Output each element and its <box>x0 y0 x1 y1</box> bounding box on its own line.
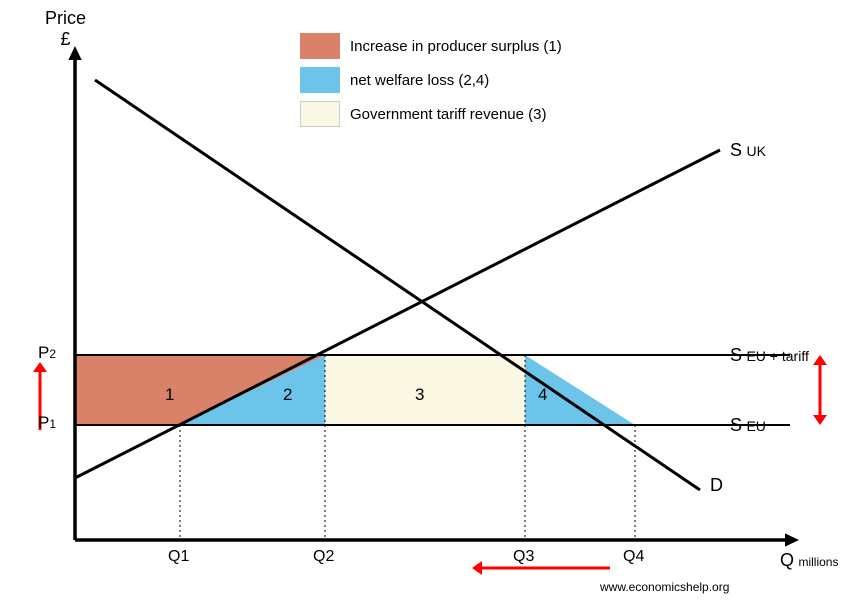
y-axis-title-line1: Price <box>45 8 86 29</box>
legend-swatch <box>300 67 340 93</box>
price-tick-p2: P2 <box>38 343 56 363</box>
legend: Increase in producer surplus (1) net welf… <box>300 33 562 135</box>
region-label-4: 4 <box>538 385 547 405</box>
y-axis-title-line2: £ <box>45 29 86 50</box>
region-label-2: 2 <box>283 385 292 405</box>
label-demand: D <box>710 475 723 496</box>
qty-tick-q3: Q3 <box>513 548 534 566</box>
legend-row: Increase in producer surplus (1) <box>300 33 562 59</box>
region-label-1: 1 <box>165 385 174 405</box>
label-s-eu: S EU <box>730 415 766 436</box>
qty-tick-q4: Q4 <box>623 548 644 566</box>
attribution: www.economicshelp.org <box>600 580 729 594</box>
x-axis-title: Q millions <box>780 550 838 571</box>
price-tick-p1-sub: 1 <box>49 417 56 431</box>
region-label-3: 3 <box>415 385 424 405</box>
legend-row: Government tariff revenue (3) <box>300 101 562 127</box>
legend-label: net welfare loss (2,4) <box>350 72 489 89</box>
label-s-uk: S UK <box>730 140 766 161</box>
x-axis-title-secondary: millions <box>798 555 838 569</box>
qty-tick-q1: Q1 <box>168 548 189 566</box>
y-axis-title: Price £ <box>45 8 86 50</box>
x-axis-title-primary: Q <box>780 550 794 570</box>
price-tick-p2-sub: 2 <box>49 347 56 361</box>
label-s-eu-tariff: S EU + tariff <box>730 345 809 366</box>
legend-label: Increase in producer surplus (1) <box>350 38 562 55</box>
legend-label: Government tariff revenue (3) <box>350 106 546 123</box>
qty-tick-q2: Q2 <box>313 548 334 566</box>
price-tick-p1: P1 <box>38 413 56 433</box>
tariff-chart: Increase in producer surplus (1) net welf… <box>0 0 863 605</box>
legend-swatch <box>300 33 340 59</box>
legend-swatch <box>300 101 340 127</box>
legend-row: net welfare loss (2,4) <box>300 67 562 93</box>
